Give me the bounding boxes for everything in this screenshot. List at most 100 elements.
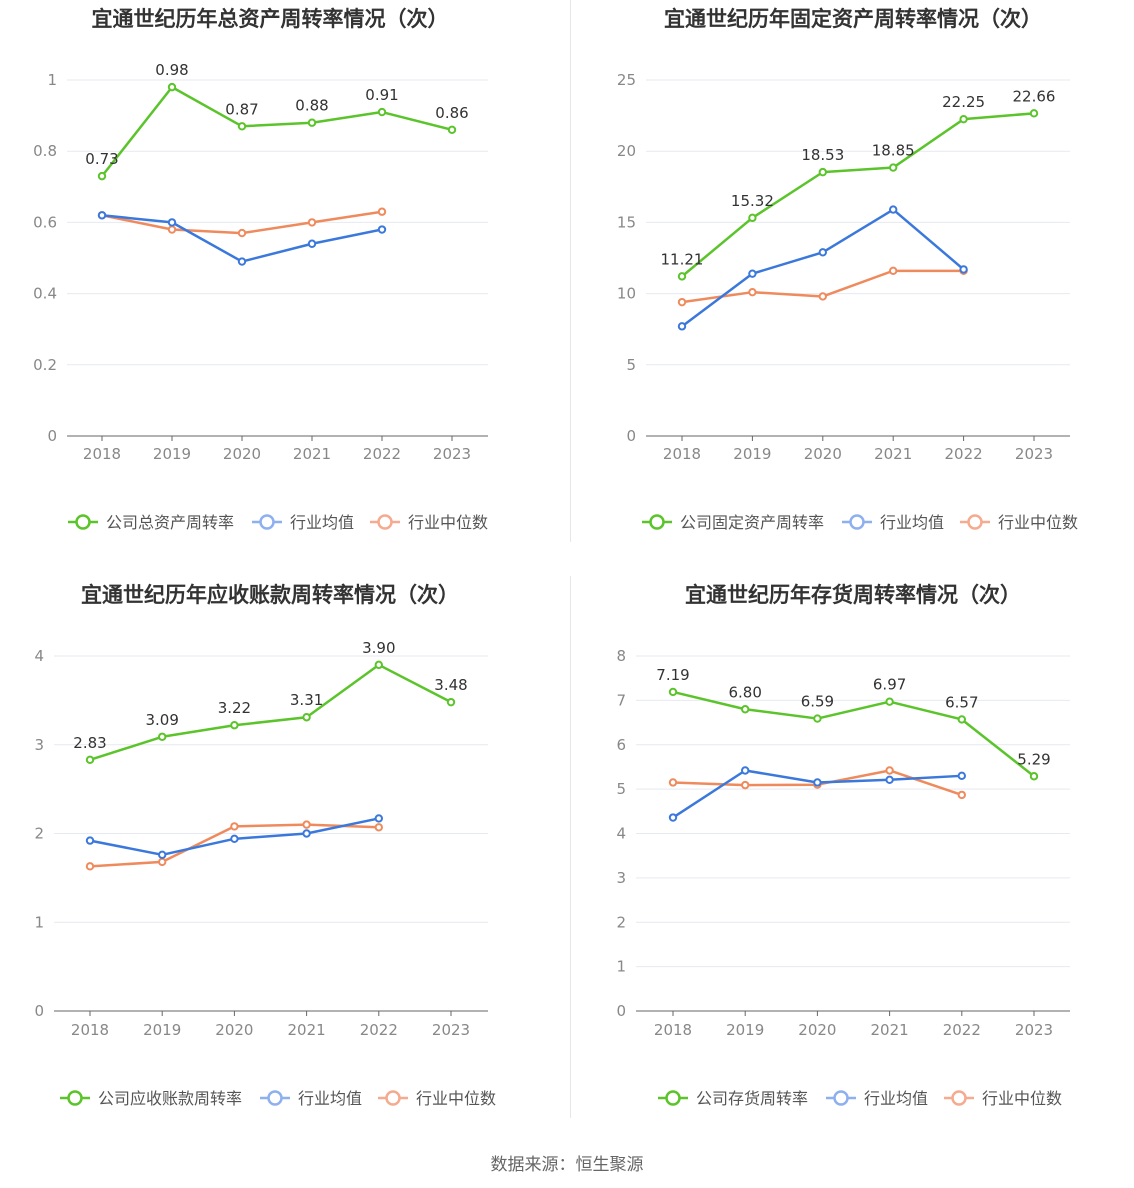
data-point-median[interactable] (85, 862, 95, 871)
data-point-median[interactable] (302, 820, 311, 829)
legend-item-company[interactable]: 公司总资产周转率 (68, 513, 234, 532)
x-tick-label: 2019 (143, 1021, 181, 1039)
x-tick-label: 2019 (726, 1021, 764, 1039)
data-point-company[interactable] (677, 272, 687, 281)
data-point-company[interactable] (741, 705, 750, 714)
data-point-average[interactable] (959, 265, 968, 274)
data-point-median[interactable] (158, 857, 167, 867)
x-tick-label: 2023 (1015, 445, 1053, 463)
data-point-company[interactable] (302, 713, 311, 722)
data-point-average[interactable] (97, 211, 107, 220)
data-point-average[interactable] (237, 257, 247, 266)
data-point-company[interactable] (307, 118, 317, 127)
legend-item-average[interactable]: 行业均值 (826, 1089, 928, 1108)
data-point-average[interactable] (158, 850, 167, 859)
legend-item-company[interactable]: 公司应收账款周转率 (60, 1089, 242, 1108)
data-point-average[interactable] (230, 834, 239, 844)
legend-item-average[interactable]: 行业均值 (260, 1089, 362, 1108)
data-point-company[interactable] (85, 755, 95, 765)
chart-1: 宜通世纪历年总资产周转率情况（次） 0 0.2 0.4 0.6 0.8 1 2018 2019 2… (33, 7, 488, 532)
data-point-company[interactable] (446, 697, 456, 707)
data-point-median[interactable] (307, 218, 317, 227)
data-point-average[interactable] (377, 225, 387, 234)
data-point-average[interactable] (374, 814, 383, 823)
data-label: 0.91 (365, 86, 398, 104)
data-point-company[interactable] (957, 715, 966, 724)
legend-item-median[interactable]: 行业中位数 (370, 513, 488, 532)
data-point-company[interactable] (668, 687, 678, 697)
legend-label: 行业中位数 (982, 1089, 1062, 1108)
data-point-average[interactable] (307, 239, 317, 248)
y-tick-label: 0 (47, 427, 57, 445)
x-tick-label: 2018 (663, 445, 701, 463)
legend-item-median[interactable]: 行业中位数 (960, 513, 1078, 532)
data-point-average[interactable] (741, 766, 750, 775)
x-tick-label: 2020 (798, 1021, 836, 1039)
data-point-company[interactable] (1029, 772, 1039, 781)
data-label: 3.90 (362, 639, 395, 657)
data-point-average[interactable] (818, 248, 827, 257)
series-line-average (681, 208, 965, 328)
data-point-average[interactable] (889, 205, 898, 214)
data-label: 7.19 (656, 666, 689, 684)
data-point-median[interactable] (668, 778, 678, 787)
x-tick-label: 2020 (804, 445, 842, 463)
data-point-average[interactable] (668, 813, 678, 822)
data-point-median[interactable] (230, 822, 239, 831)
data-point-median[interactable] (741, 780, 750, 790)
data-point-median[interactable] (885, 766, 894, 775)
x-tick-label: 2018 (83, 445, 121, 463)
data-point-company[interactable] (237, 122, 247, 131)
x-tick-label: 2023 (432, 1021, 470, 1039)
data-point-average[interactable] (957, 771, 966, 781)
data-point-company[interactable] (374, 660, 383, 670)
data-point-median[interactable] (377, 207, 387, 216)
data-point-median[interactable] (957, 790, 966, 800)
data-point-median[interactable] (889, 266, 898, 276)
data-point-average[interactable] (677, 322, 687, 331)
y-tick-label: 7 (616, 691, 626, 709)
data-point-company[interactable] (959, 114, 968, 124)
legend-item-average[interactable]: 行业均值 (842, 513, 944, 532)
data-point-company[interactable] (447, 125, 457, 135)
legend-item-company[interactable]: 公司固定资产周转率 (642, 513, 824, 532)
data-point-average[interactable] (885, 775, 894, 785)
data-point-average[interactable] (302, 829, 311, 838)
data-point-company[interactable] (97, 171, 107, 181)
legend-item-company[interactable]: 公司存货周转率 (658, 1089, 808, 1108)
data-point-average[interactable] (813, 778, 822, 787)
data-point-median[interactable] (167, 225, 177, 234)
x-tick-label: 2022 (945, 445, 983, 463)
legend-item-average[interactable]: 行业均值 (252, 513, 354, 532)
data-point-median[interactable] (677, 297, 687, 307)
data-point-median[interactable] (818, 292, 827, 301)
data-point-median[interactable] (748, 287, 757, 297)
data-point-company[interactable] (885, 697, 894, 706)
data-point-company[interactable] (167, 82, 177, 92)
series-line-company (101, 85, 453, 177)
legend-item-median[interactable]: 行业中位数 (944, 1089, 1062, 1108)
data-point-median[interactable] (374, 823, 383, 832)
data-label: 15.32 (731, 192, 774, 210)
data-point-average[interactable] (167, 218, 177, 227)
data-point-company[interactable] (377, 107, 387, 117)
y-tick-label: 2 (616, 913, 626, 931)
data-point-company[interactable] (813, 714, 822, 723)
data-point-median[interactable] (237, 228, 247, 238)
x-tick-label: 2021 (871, 1021, 909, 1039)
data-point-average[interactable] (748, 269, 757, 278)
data-point-company[interactable] (818, 167, 827, 177)
legend-item-median[interactable]: 行业中位数 (378, 1089, 496, 1108)
y-tick-label: 5 (626, 356, 636, 374)
data-point-company[interactable] (889, 163, 898, 172)
divider-top (570, 0, 571, 542)
legend-label: 行业均值 (880, 513, 944, 532)
legend-marker-icon (75, 514, 91, 530)
data-point-company[interactable] (158, 732, 167, 741)
data-point-average[interactable] (85, 836, 95, 845)
y-tick-label: 0.8 (33, 142, 57, 160)
y-tick-label: 1 (34, 913, 44, 931)
data-point-company[interactable] (230, 721, 239, 730)
data-point-company[interactable] (748, 213, 757, 223)
data-point-company[interactable] (1029, 109, 1039, 118)
